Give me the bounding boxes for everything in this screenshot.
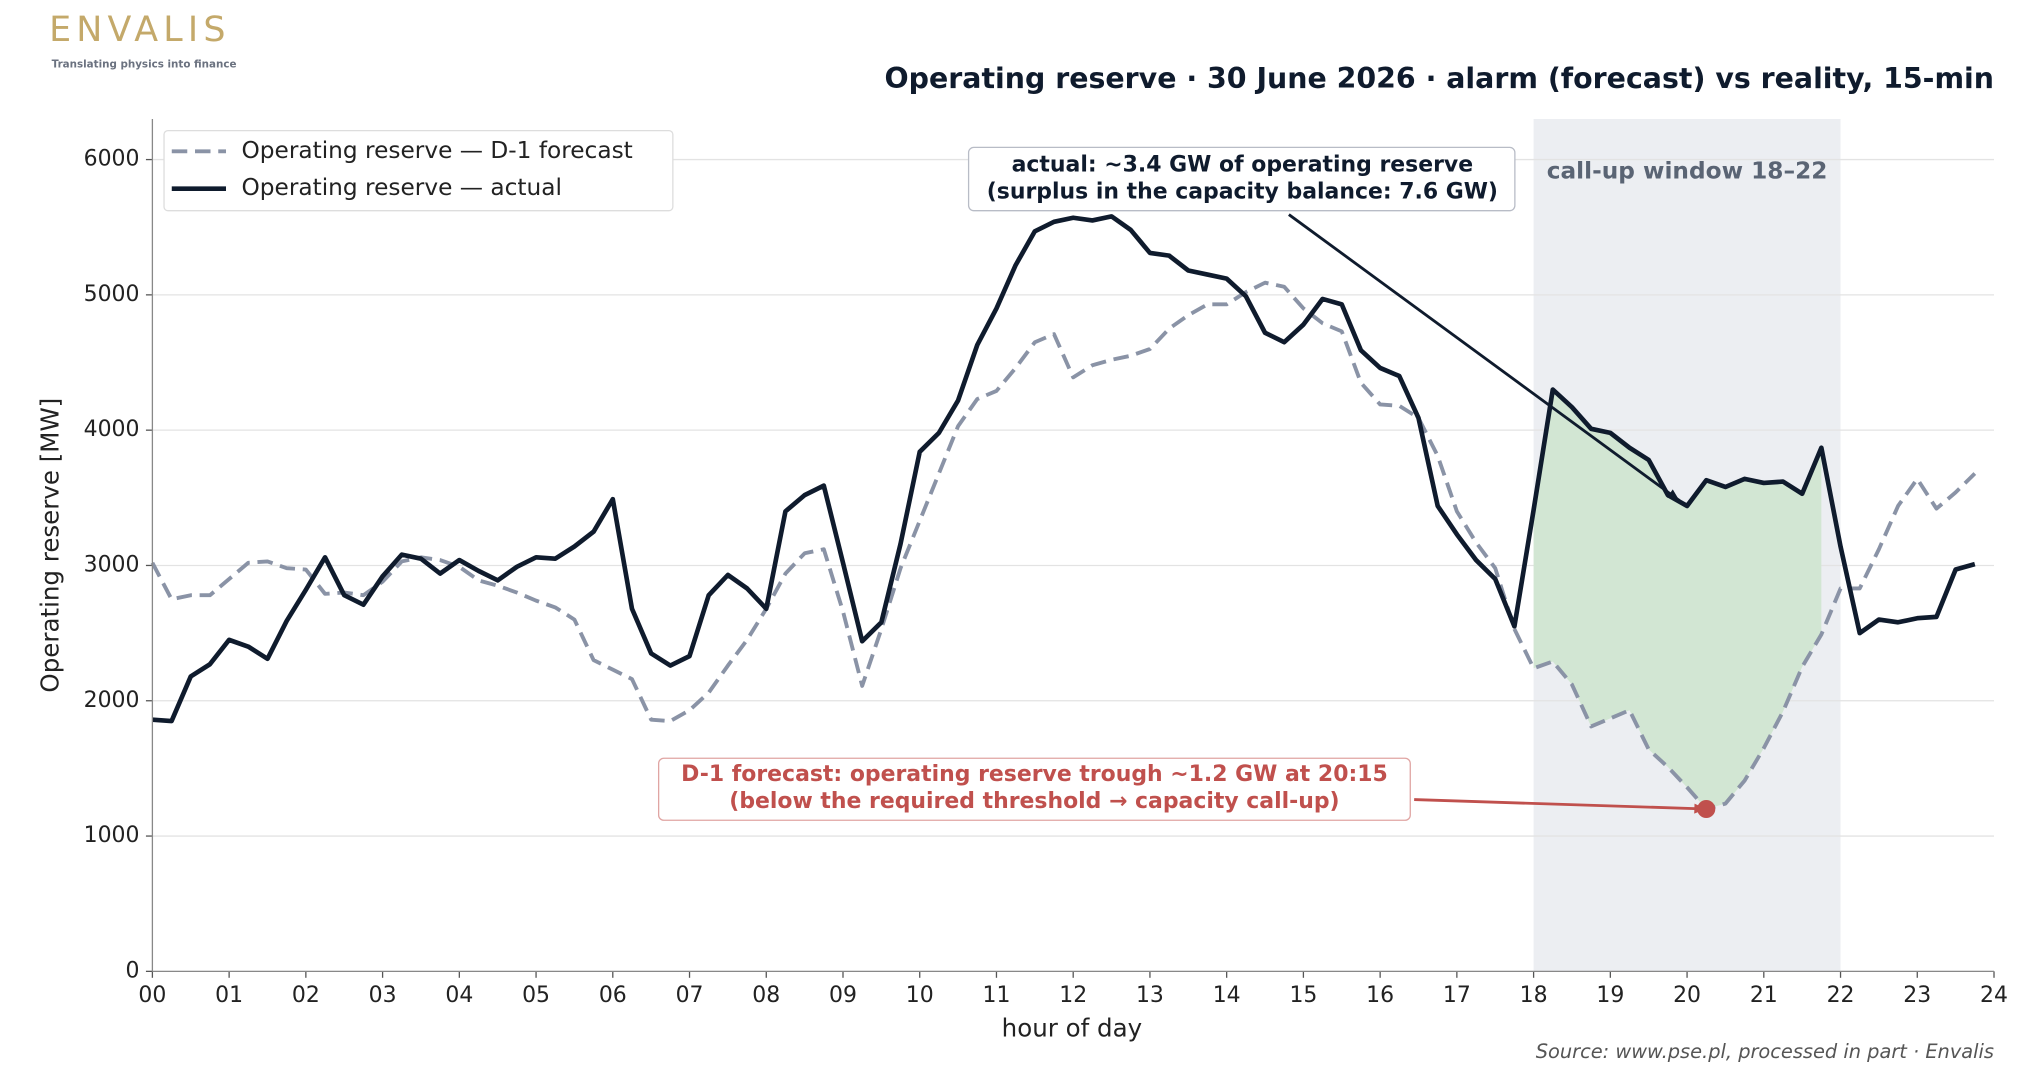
annotation-text: (surplus in the capacity balance: 7.6 GW… (987, 180, 1498, 205)
x-tick-label: 15 (1289, 983, 1317, 1008)
y-tick-label: 5000 (84, 282, 140, 307)
source-note: Source: www.pse.pl, processed in part · … (1536, 1040, 1994, 1063)
x-tick-label: 02 (292, 983, 320, 1008)
y-tick-label: 6000 (84, 147, 140, 172)
y-tick-label: 3000 (84, 552, 140, 577)
x-tick-label: 13 (1136, 983, 1164, 1008)
y-tick-label: 2000 (84, 688, 140, 713)
x-tick-label: 05 (522, 983, 550, 1008)
arrow-head (1666, 489, 1680, 501)
x-tick-label: 08 (752, 983, 780, 1008)
x-tick-label: 09 (829, 983, 857, 1008)
x-axis-label: hour of day (1002, 1013, 1142, 1042)
y-tick-label: 4000 (84, 417, 140, 442)
x-tick-label: 12 (1059, 983, 1087, 1008)
annotation-box (657, 757, 1411, 821)
x-tick-label: 00 (138, 983, 166, 1008)
fill-between (1533, 389, 1822, 809)
legend-label: Operating reserve — actual (242, 174, 562, 201)
x-tick-label: 11 (983, 983, 1011, 1008)
x-tick-label: 07 (676, 983, 704, 1008)
x-tick-label: 01 (215, 983, 243, 1008)
x-tick-label: 23 (1903, 983, 1931, 1008)
x-tick-label: 16 (1366, 983, 1394, 1008)
shade-label: call-up window 18–22 (1547, 157, 1828, 184)
y-tick-label: 1000 (84, 823, 140, 848)
x-tick-label: 24 (1980, 983, 2008, 1008)
x-tick-label: 18 (1520, 983, 1548, 1008)
x-tick-label: 14 (1213, 983, 1241, 1008)
x-tick-label: 10 (906, 983, 934, 1008)
annotation-text: D-1 forecast: operating reserve trough ~… (681, 762, 1388, 787)
trough-marker (1697, 799, 1716, 819)
brand-tagline: Translating physics into finance (52, 59, 237, 71)
brand-name: ENVALIS (49, 10, 231, 50)
x-tick-label: 06 (599, 983, 627, 1008)
legend-box (163, 129, 674, 212)
annotation-text: actual: ~3.4 GW of operating reserve (1012, 152, 1473, 177)
series-line (150, 280, 1977, 811)
x-tick-label: 04 (445, 983, 473, 1008)
x-tick-label: 20 (1673, 983, 1701, 1008)
annotation-arrow (1288, 213, 1681, 502)
x-tick-label: 03 (369, 983, 397, 1008)
annotation-box (967, 146, 1516, 212)
annotation-arrow (1414, 798, 1707, 811)
x-tick-label: 19 (1596, 983, 1624, 1008)
x-tick-label: 22 (1827, 983, 1855, 1008)
annotation-text: (below the required threshold → capacity… (729, 789, 1339, 814)
y-tick-label: 0 (126, 958, 140, 983)
legend-label: Operating reserve — D-1 forecast (242, 137, 633, 164)
y-axis-label: Operating reserve [MW] (36, 398, 65, 693)
x-tick-label: 21 (1750, 983, 1778, 1008)
chart-title: Operating reserve · 30 June 2026 · alarm… (885, 62, 1994, 95)
x-tick-label: 17 (1443, 983, 1471, 1008)
